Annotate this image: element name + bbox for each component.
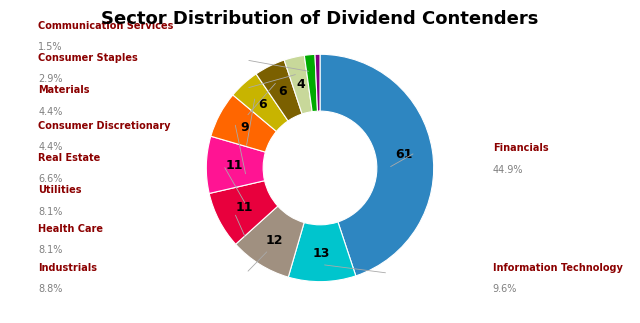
Text: Consumer Discretionary: Consumer Discretionary (38, 121, 171, 131)
Text: Materials: Materials (38, 85, 90, 95)
Wedge shape (236, 206, 304, 277)
Text: 4.4%: 4.4% (38, 107, 63, 117)
Text: 6: 6 (259, 98, 267, 111)
Wedge shape (233, 74, 288, 131)
Text: Information Technology: Information Technology (493, 263, 623, 273)
Text: 4: 4 (296, 78, 305, 91)
Text: 2.9%: 2.9% (38, 74, 63, 84)
Wedge shape (315, 54, 320, 111)
Text: 9: 9 (241, 121, 249, 134)
Text: 8.8%: 8.8% (38, 284, 63, 294)
Text: Financials: Financials (493, 143, 548, 153)
Text: 8.1%: 8.1% (38, 245, 63, 255)
Text: 4.4%: 4.4% (38, 142, 63, 152)
Text: 9.6%: 9.6% (493, 284, 517, 294)
Text: 61: 61 (396, 148, 413, 161)
Wedge shape (305, 54, 317, 112)
Text: 1.5%: 1.5% (38, 42, 63, 52)
Wedge shape (206, 136, 266, 193)
Text: Real Estate: Real Estate (38, 153, 100, 163)
Text: Consumer Staples: Consumer Staples (38, 53, 138, 63)
Text: Sector Distribution of Dividend Contenders: Sector Distribution of Dividend Contende… (101, 10, 539, 28)
Text: 11: 11 (236, 201, 253, 214)
Text: 6.6%: 6.6% (38, 174, 63, 184)
Text: 44.9%: 44.9% (493, 165, 524, 175)
Text: Health Care: Health Care (38, 224, 104, 234)
Wedge shape (284, 55, 312, 114)
Text: 12: 12 (266, 234, 284, 247)
Text: Industrials: Industrials (38, 263, 97, 273)
Wedge shape (211, 95, 276, 152)
Wedge shape (209, 181, 278, 244)
Wedge shape (288, 222, 356, 282)
Text: Communication Services: Communication Services (38, 21, 174, 31)
Text: 13: 13 (313, 247, 330, 260)
Text: 6: 6 (278, 85, 287, 98)
Text: 11: 11 (226, 159, 243, 172)
Text: Utilities: Utilities (38, 185, 82, 195)
Text: 8.1%: 8.1% (38, 207, 63, 217)
Wedge shape (320, 54, 434, 276)
Wedge shape (256, 60, 302, 121)
